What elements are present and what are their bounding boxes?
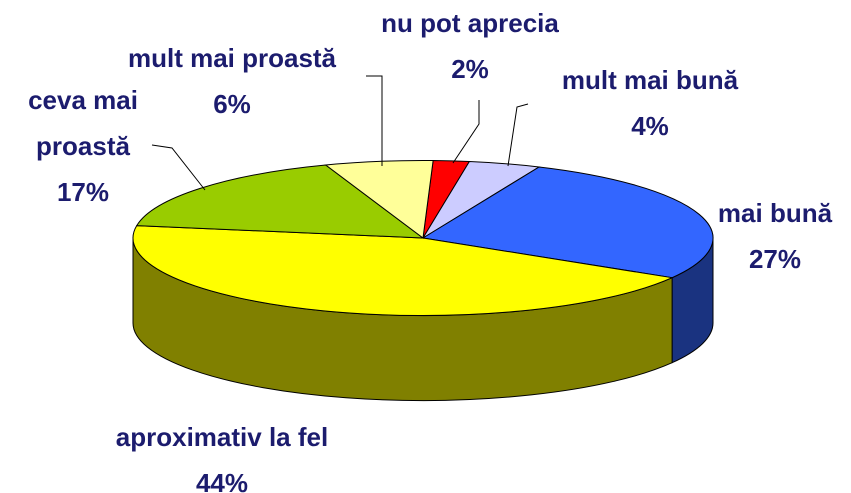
category-label: mult mai bună [561, 65, 739, 95]
pie-slice [132, 225, 674, 316]
data-label: mult mai proastă 6% [87, 35, 377, 127]
value-label: 44% [195, 468, 249, 493]
pie-sides [132, 237, 714, 401]
category-label: nu pot aprecia [381, 8, 559, 38]
pie-slice [324, 160, 434, 239]
value-label: 17% [56, 177, 110, 207]
value-label: 4% [631, 111, 669, 141]
data-label: aproximativ la fel 44% [92, 414, 352, 493]
pie-tops [132, 160, 714, 316]
pie-slice [421, 166, 714, 279]
category-label: ceva mai proastă [28, 85, 138, 161]
data-label: ceva mai proastă 17% [8, 77, 158, 215]
leader-line [151, 144, 206, 191]
category-label: mult mai proastă [127, 43, 337, 73]
data-label: mai bună 27% [690, 190, 851, 282]
category-label: aproximativ la fel [115, 422, 329, 452]
leader-line [507, 103, 529, 167]
leader-lines [151, 75, 529, 191]
data-label: mult mai bună 4% [520, 57, 780, 149]
data-label: nu pot aprecia 2% [340, 0, 600, 92]
pie-slice [135, 164, 425, 239]
leader-line [452, 100, 480, 164]
leader-line [366, 75, 383, 166]
value-label: 6% [213, 89, 251, 119]
value-label: 2% [451, 54, 489, 84]
value-label: 27% [748, 244, 802, 274]
category-label: mai bună [717, 198, 833, 228]
